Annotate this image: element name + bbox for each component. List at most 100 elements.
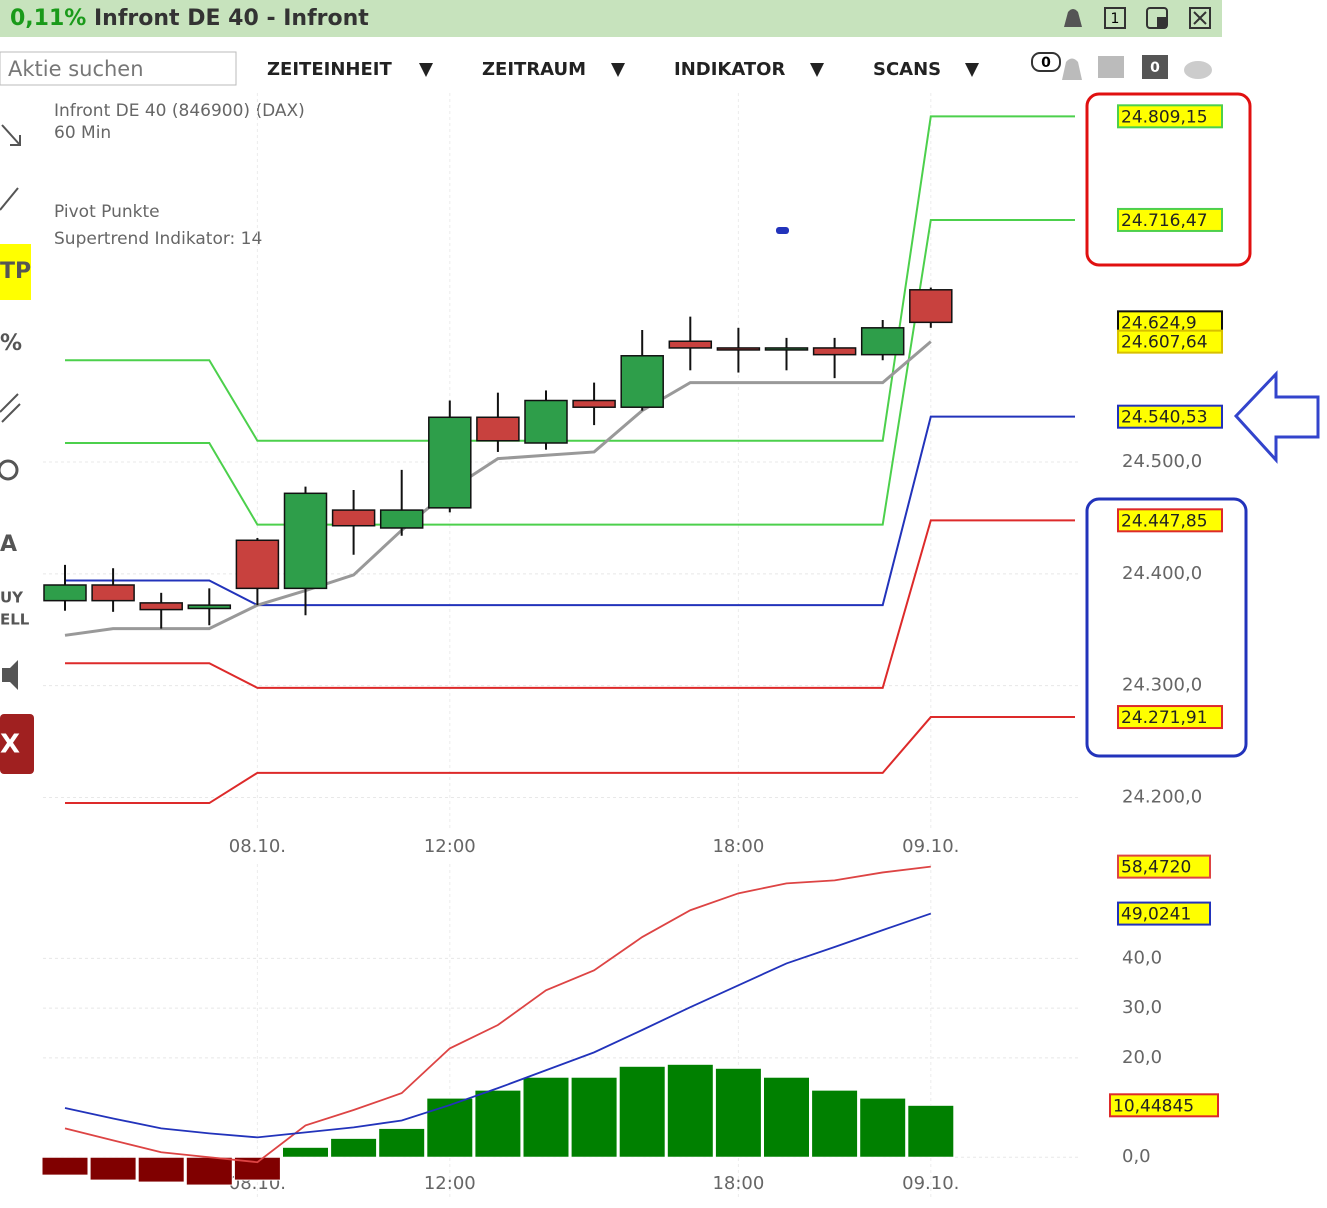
- exit-button[interactable]: [0, 714, 34, 774]
- highlight-box: [1085, 497, 1248, 758]
- y-tick-label: 24.500,0: [1122, 451, 1202, 472]
- candle-body: [139, 602, 183, 611]
- search-box[interactable]: [0, 51, 237, 86]
- value-label: 24.624,9: [1121, 313, 1197, 333]
- window-title: Infront DE 40 - Infront: [94, 6, 369, 31]
- value-label: 24.716,47: [1121, 211, 1208, 231]
- x-tick-label: 08.10.: [229, 836, 286, 857]
- tool-label: X: [0, 730, 20, 760]
- candle-body: [476, 416, 520, 442]
- indicator-name: Supertrend Indikator: 14: [54, 229, 262, 249]
- dropdown-arrow: [810, 63, 824, 77]
- menu-item[interactable]: ZEITRAUM: [482, 59, 586, 80]
- search-placeholder: Aktie suchen: [8, 57, 144, 81]
- tool-label: TP: [0, 259, 31, 284]
- candle-body: [716, 347, 761, 351]
- indicator-line: [64, 912, 932, 1139]
- value-label-box: [1117, 104, 1223, 129]
- badge-count: 0: [1150, 60, 1160, 76]
- value-label: 58,4720: [1121, 858, 1191, 878]
- interval: 60 Min: [54, 123, 111, 143]
- list-icon[interactable]: [1098, 56, 1124, 78]
- x-tick-label: 18:00: [712, 1173, 764, 1194]
- value-label: 24.809,15: [1121, 107, 1208, 127]
- y-tick-label: 20,0: [1122, 1047, 1162, 1068]
- restore-icon: [1157, 17, 1167, 28]
- dropdown-arrow: [965, 63, 979, 77]
- histogram-bar: [89, 1156, 137, 1181]
- histogram-bar: [282, 1146, 329, 1158]
- indicator-line: [64, 865, 931, 1164]
- histogram-bar: [522, 1076, 570, 1158]
- menu-item[interactable]: ZEITEINHEIT: [267, 59, 392, 80]
- histogram-bar: [666, 1063, 714, 1158]
- value-label: 24.607,64: [1121, 333, 1208, 353]
- bell-icon[interactable]: [1064, 9, 1082, 27]
- indicator-line: [65, 218, 1075, 526]
- tool-label[interactable]: ELL: [0, 611, 30, 629]
- close-icon: [1193, 11, 1207, 25]
- window-button[interactable]: [1104, 7, 1126, 29]
- window-number: 1: [1111, 11, 1120, 27]
- dropdown-arrow: [419, 63, 433, 77]
- value-label-box: [1117, 901, 1211, 926]
- value-label: 24.271,91: [1121, 708, 1208, 728]
- histogram-bar: [185, 1156, 233, 1186]
- candle-body: [283, 492, 328, 590]
- x-tick-label: 18:00: [712, 836, 764, 857]
- candle-body: [572, 399, 616, 408]
- sound-tool[interactable]: [2, 660, 18, 690]
- histogram-bar: [714, 1067, 762, 1158]
- value-label-box: [1117, 705, 1223, 730]
- marker-dot: [776, 227, 789, 234]
- menu-bar: ZEITEINHEIT ZEITRAUM INDIKATOR SCANS: [267, 59, 979, 80]
- menu-item[interactable]: SCANS: [873, 59, 941, 80]
- candle-body: [524, 399, 568, 444]
- y-tick-label: 40,0: [1122, 947, 1162, 968]
- badge: [1031, 52, 1061, 72]
- dropdown-arrow: [611, 63, 625, 77]
- highlight-box: [1085, 92, 1252, 267]
- instrument-name: Infront DE 40 (846900) (DAX): [54, 101, 305, 121]
- line-tool[interactable]: [0, 187, 19, 211]
- value-label-box: [1117, 207, 1223, 232]
- candle-body: [668, 340, 713, 349]
- close-button[interactable]: [1189, 7, 1211, 29]
- arrow-annotation: [1233, 370, 1320, 464]
- x-tick-label: 09.10.: [902, 836, 959, 857]
- indicator-line: [65, 519, 1075, 689]
- histogram-bar: [907, 1104, 955, 1158]
- tool-label[interactable]: UY: [0, 589, 24, 607]
- histogram-bar: [570, 1076, 618, 1158]
- value-label: 24.447,85: [1121, 511, 1208, 531]
- indicator-line: [65, 415, 1075, 607]
- histogram-bar: [378, 1127, 426, 1158]
- cursor-tool[interactable]: [1, 124, 21, 146]
- indicator-line: [65, 716, 1075, 805]
- badge-count: 0: [1041, 55, 1051, 71]
- tool-highlight[interactable]: [0, 244, 31, 300]
- zoom-tool[interactable]: [0, 459, 19, 481]
- candle-body: [43, 584, 87, 602]
- value-label-box: [1117, 508, 1223, 533]
- histogram-bar: [859, 1097, 907, 1158]
- badge: [1142, 55, 1168, 79]
- change-percent: 0,11%: [10, 6, 86, 31]
- cloud-icon[interactable]: [1184, 61, 1212, 79]
- histogram-bar: [137, 1156, 185, 1183]
- value-label-box: [1117, 854, 1211, 879]
- candle-body: [620, 355, 664, 408]
- tool-label[interactable]: %: [0, 331, 22, 356]
- candle-body: [428, 416, 472, 509]
- histogram-bar: [426, 1097, 474, 1158]
- indicator-line: [64, 340, 932, 637]
- candle-body: [235, 539, 280, 590]
- menu-item[interactable]: INDIKATOR: [674, 59, 785, 80]
- y-tick-label: 0,0: [1122, 1146, 1151, 1167]
- alarm-icon[interactable]: [1062, 58, 1082, 81]
- tool-label[interactable]: A: [0, 532, 17, 557]
- candle-body: [331, 509, 376, 527]
- channel-tool[interactable]: [0, 393, 21, 423]
- x-tick-label: 12:00: [424, 1173, 476, 1194]
